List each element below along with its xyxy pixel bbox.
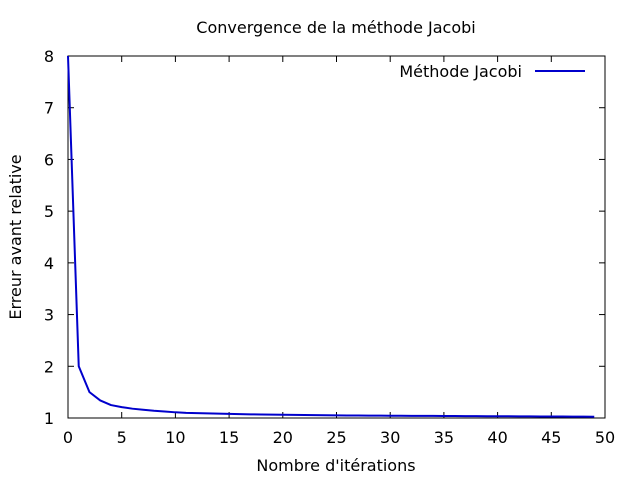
x-tick-label: 10 <box>165 428 185 447</box>
y-tick-label: 2 <box>44 357 54 376</box>
y-tick-label: 6 <box>44 150 54 169</box>
y-tick-label: 3 <box>44 306 54 325</box>
x-axis-label: Nombre d'itérations <box>256 456 415 475</box>
x-tick-label: 35 <box>434 428 454 447</box>
x-tick-label: 20 <box>273 428 293 447</box>
y-tick-label: 1 <box>44 409 54 428</box>
x-tick-label: 25 <box>326 428 346 447</box>
series-layer <box>67 55 595 418</box>
y-tick-label: 8 <box>44 47 54 66</box>
x-tick-label: 5 <box>117 428 127 447</box>
chart-title: Convergence de la méthode Jacobi <box>196 18 475 37</box>
x-tick-label: 30 <box>380 428 400 447</box>
x-tick-label: 45 <box>541 428 561 447</box>
x-tick-label: 15 <box>219 428 239 447</box>
axis-ticks <box>67 55 606 419</box>
y-tick-label: 5 <box>44 202 54 221</box>
y-tick-label: 7 <box>44 99 54 118</box>
y-tick-label: 4 <box>44 254 54 273</box>
x-tick-label: 50 <box>595 428 615 447</box>
x-tick-label: 40 <box>487 428 507 447</box>
legend: Méthode Jacobi <box>399 62 585 81</box>
y-axis-label: Erreur avant relative <box>6 154 25 319</box>
series-line-0 <box>67 55 595 418</box>
plot-frame <box>67 55 606 419</box>
legend-label: Méthode Jacobi <box>399 62 522 81</box>
x-tick-label: 0 <box>63 428 73 447</box>
